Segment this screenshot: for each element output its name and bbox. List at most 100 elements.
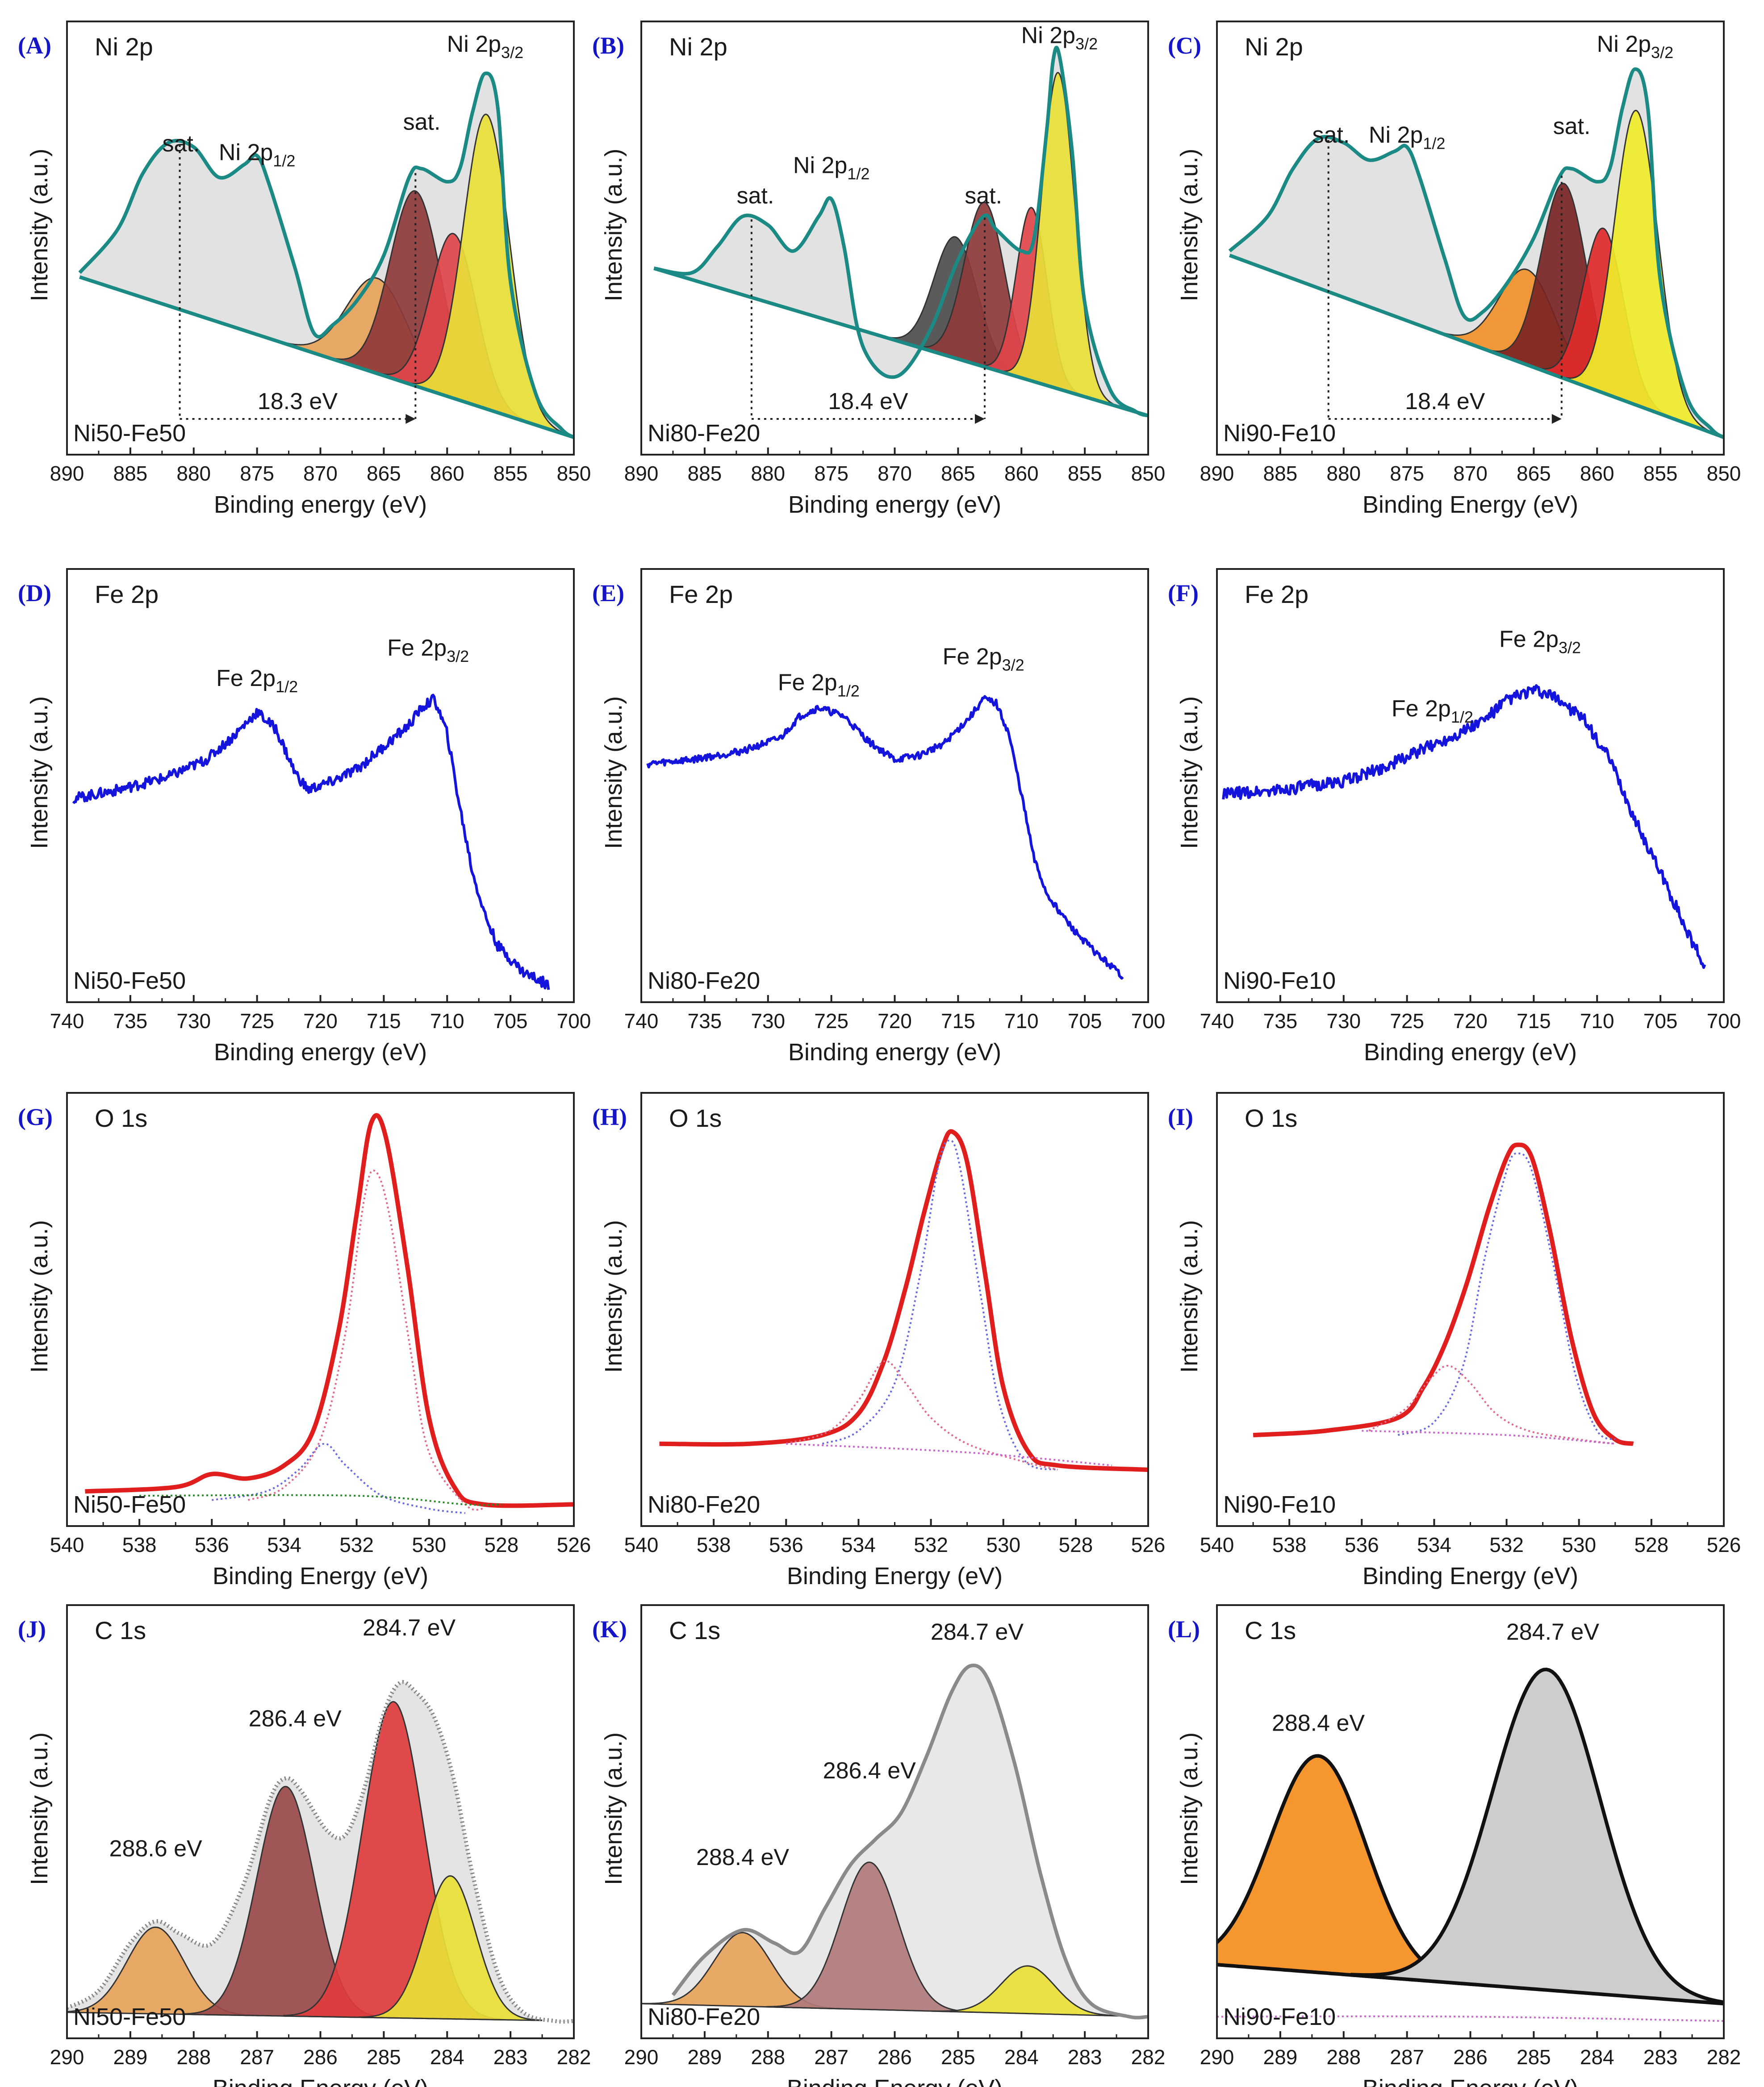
- x-tick-label: 880: [751, 462, 785, 485]
- annotation-text: Ni 2p: [219, 139, 273, 165]
- panel-l: 290 289 288 287 286 285 284 283 282 Binding Energ…: [1168, 1604, 1741, 2087]
- sample-label: Ni90-Fe10: [1223, 967, 1336, 994]
- x-tick-label: 850: [557, 462, 591, 485]
- x-tick-label: 875: [1390, 462, 1424, 485]
- peak-annotation: 288.4 eV: [1272, 1710, 1365, 1736]
- annotation-text: sat.: [1312, 122, 1350, 148]
- panel-k: 290 289 288 287 286 285 284 283 282 Binding Energ…: [592, 1604, 1165, 2087]
- x-tick-label: 865: [941, 462, 975, 485]
- panel-letter: (I): [1168, 1104, 1193, 1130]
- annotation-text: sat.: [736, 183, 774, 209]
- annotation-text: 288.4 eV: [696, 1844, 789, 1870]
- panel-title: C 1s: [1245, 1616, 1296, 1644]
- plot-area: [72, 694, 550, 990]
- panel-title: Fe 2p: [95, 580, 159, 608]
- panel-title: O 1s: [1245, 1104, 1297, 1132]
- x-axis-label: Binding energy (eV): [214, 1039, 427, 1066]
- split-label: 18.4 eV: [1405, 389, 1485, 414]
- x-tick-label: 283: [1068, 2045, 1102, 2069]
- x-tick-label: 530: [1562, 1533, 1596, 1556]
- x-tick-label: 534: [1417, 1533, 1451, 1556]
- x-tick-label: 720: [878, 1009, 912, 1033]
- annotation-subscript: 1/2: [847, 165, 869, 183]
- panel-title: Ni 2p: [669, 33, 727, 61]
- x-tick-label: 528: [1058, 1533, 1093, 1556]
- y-axis-label: Intensity (a.u.): [600, 149, 627, 301]
- background-line: [1229, 254, 1724, 439]
- x-tick-label: 705: [493, 1009, 528, 1033]
- x-tick-label: 860: [430, 462, 464, 485]
- x-tick-label: 536: [195, 1533, 229, 1556]
- x-tick-label: 700: [1131, 1009, 1166, 1033]
- annotation-subscript: 3/2: [1075, 35, 1098, 53]
- component-line: [1362, 1430, 1615, 1445]
- peak-annotation: 288.4 eV: [696, 1844, 789, 1870]
- peak-annotation: Ni 2p1/2: [219, 139, 295, 170]
- plot-area: [646, 695, 1124, 980]
- y-axis-label: Intensity (a.u.): [600, 1732, 627, 1885]
- panel-e: 740 735 730 725 720 715 710 705 700 Binding energ…: [592, 568, 1166, 1066]
- sample-label: Ni50-Fe50: [73, 420, 186, 447]
- x-tick-label: 289: [113, 2045, 148, 2069]
- x-tick-label: 284: [1004, 2045, 1039, 2069]
- plot-area: [1222, 684, 1706, 969]
- x-tick-label: 880: [176, 462, 211, 485]
- annotation-subscript: 3/2: [1559, 639, 1581, 657]
- panel-i: 540 538 536 534 532 530 528 526 Binding Energy (…: [1168, 1092, 1741, 1589]
- annotation-text: sat.: [965, 183, 1002, 209]
- spectrum-line: [646, 695, 1124, 980]
- annotation-subscript: 1/2: [273, 151, 295, 170]
- x-tick-label: 290: [624, 2045, 659, 2069]
- annotation-text: Fe 2p: [943, 644, 1002, 669]
- annotation-text: 284.7 eV: [1506, 1619, 1599, 1645]
- x-tick-label: 885: [1263, 462, 1298, 485]
- x-tick-label: 865: [367, 462, 401, 485]
- envelope-line: [85, 1113, 574, 1508]
- x-tick-label: 710: [1004, 1009, 1039, 1033]
- annotation-text: sat.: [1553, 113, 1591, 139]
- panel-letter: (G): [18, 1104, 53, 1130]
- x-tick-label: 710: [430, 1009, 464, 1033]
- x-tick-label: 282: [557, 2045, 591, 2069]
- x-tick-label: 540: [50, 1533, 84, 1556]
- annotation-text: Fe 2p: [216, 665, 276, 691]
- x-tick-label: 540: [1200, 1533, 1234, 1556]
- x-tick-label: 890: [1200, 462, 1234, 485]
- plot-area: [653, 46, 1148, 418]
- annotation-subscript: 3/2: [1651, 43, 1673, 62]
- plot-frame: [1216, 1092, 1725, 1527]
- panel-d: 740 735 730 725 720 715 710 705 700 Binding energ…: [18, 568, 591, 1066]
- x-tick-label: 725: [1390, 1009, 1424, 1033]
- x-tick-label: 540: [624, 1533, 659, 1556]
- annotation-text: Fe 2p: [778, 670, 837, 696]
- x-tick-label: 289: [688, 2045, 722, 2069]
- x-tick-label: 284: [430, 2045, 464, 2069]
- panel-f: 740 735 730 725 720 715 710 705 700 Binding energ…: [1168, 568, 1741, 1066]
- plot-area: [67, 1680, 574, 2024]
- x-tick-label: 526: [557, 1533, 591, 1556]
- x-tick-label: 534: [841, 1533, 876, 1556]
- x-tick-label: 725: [240, 1009, 274, 1033]
- split-arrowhead: [974, 414, 985, 424]
- peak-annotation: Fe 2p1/2: [1392, 696, 1473, 726]
- panel-title: Fe 2p: [669, 580, 733, 608]
- component-line: [211, 1443, 466, 1514]
- x-tick-label: 740: [624, 1009, 659, 1033]
- annotation-text: Fe 2p: [1499, 627, 1559, 652]
- annotation-subscript: 3/2: [1002, 656, 1024, 674]
- x-tick-label: 286: [1453, 2045, 1488, 2069]
- peak-annotation: 284.7 eV: [931, 1619, 1024, 1645]
- envelope-line: [78, 71, 574, 439]
- peak-annotation: Ni 2p3/2: [447, 31, 523, 62]
- x-tick-label: 285: [367, 2045, 401, 2069]
- sample-label: Ni80-Fe20: [648, 967, 760, 994]
- sample-label: Ni80-Fe20: [648, 420, 760, 447]
- x-axis-label: Binding Energy (eV): [213, 1563, 428, 1589]
- x-tick-label: 285: [941, 2045, 975, 2069]
- annotation-subscript: 1/2: [1423, 134, 1445, 153]
- x-tick-label: 730: [176, 1009, 211, 1033]
- annotation-subscript: 1/2: [276, 678, 298, 696]
- x-tick-label: 532: [914, 1533, 948, 1556]
- x-tick-label: 875: [814, 462, 849, 485]
- component-line: [1397, 1152, 1616, 1440]
